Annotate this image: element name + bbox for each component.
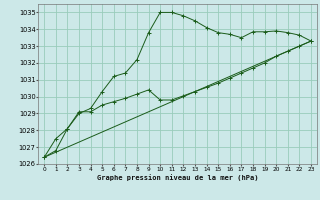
X-axis label: Graphe pression niveau de la mer (hPa): Graphe pression niveau de la mer (hPa) (97, 174, 258, 181)
